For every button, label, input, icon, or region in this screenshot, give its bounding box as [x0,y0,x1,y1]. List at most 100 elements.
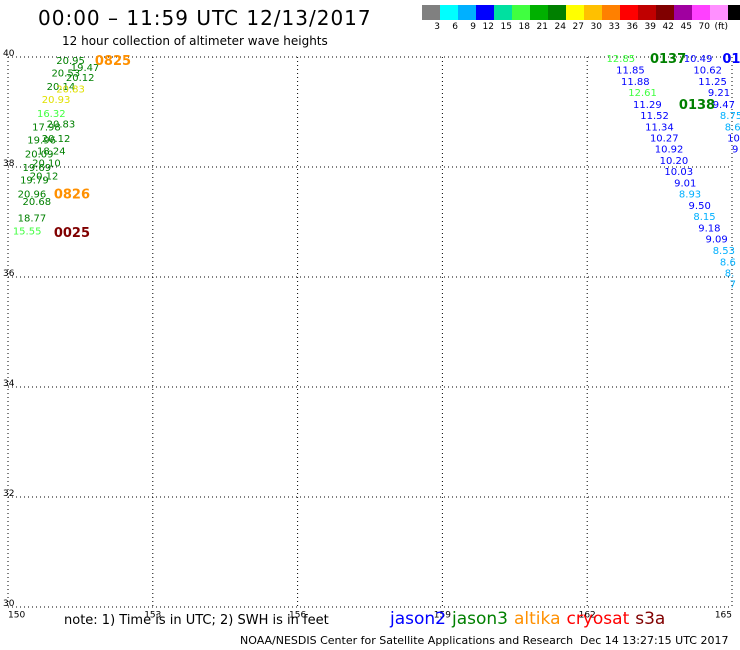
wave-height-label: 10.20 [660,156,689,167]
color-swatch [620,5,638,20]
wave-height-label: 11.52 [640,111,669,122]
color-scale-label: 6 [452,22,458,32]
wave-height-label: 8.6 [725,122,740,133]
wave-height-label: 16.32 [37,109,66,120]
wave-height-label: 20.53 [51,68,80,79]
color-swatch [728,5,740,20]
wave-height-label: 12.61 [628,88,657,99]
wave-height-label: 10.49 [684,54,713,65]
pass-time-label: 0825 [95,54,131,69]
wave-height-label: 9.47 [713,100,735,111]
wave-height-label: 20.93 [42,95,71,106]
color-scale-label: 42 [662,22,674,32]
color-scale-label: 39 [644,22,656,32]
wave-height-label: 11.85 [616,66,645,77]
wave-height-label: 12.85 [607,54,636,65]
x-tick-label: 156 [289,611,306,621]
color-scale-label: 70 [698,22,710,32]
color-scale-label: 36 [626,22,638,32]
x-tick-label: 159 [434,611,451,621]
footer-date: Dec 14 13:27:15 UTC 2017 [580,634,729,647]
wave-height-label: 8.15 [693,212,715,223]
wave-height-label: 7 [730,280,736,291]
wave-height-label: 10.03 [664,167,693,178]
wave-height-label: 20.14 [47,82,76,93]
wave-height-label: 20.12 [66,73,95,84]
wave-height-label: 20.96 [18,189,47,200]
color-scale-label: 27 [572,22,584,32]
pass-time-label: 0138 [679,98,715,113]
wave-height-label: 10.62 [693,66,722,77]
wave-height-label: 9.50 [689,201,711,212]
pass-time-label: 0025 [54,226,90,241]
footer-credit: NOAA/NESDIS Center for Satellite Applica… [240,634,574,647]
legend-item-jason3: jason3 [452,609,508,629]
color-swatch [674,5,692,20]
x-tick-label: 150 [8,611,25,621]
color-swatch [458,5,476,20]
wave-height-label: 18.77 [18,214,47,225]
color-scale-label: 18 [518,22,530,32]
color-swatch [602,5,620,20]
wave-height-label: 20.12 [30,171,59,182]
wave-height-label: 19.79 [20,176,49,187]
color-swatch [566,5,584,20]
pass-time-label: 01 [722,52,740,67]
color-scale-label: 45 [680,22,692,32]
wave-height-label: 20.09 [25,149,54,160]
color-swatch [584,5,602,20]
wave-height-label: 10.27 [650,133,679,144]
wave-height-label: 10. [727,133,740,144]
wave-height-label: 8.75 [720,111,740,122]
y-tick-label: 40 [3,49,15,59]
wave-height-label: 11.29 [633,100,662,111]
legend-item-s3a: s3a [635,609,666,629]
map-grid [7,56,733,608]
color-swatch [548,5,566,20]
color-scale-label: 15 [500,22,512,32]
wave-height-label: 19.47 [71,63,100,74]
y-tick-label: 32 [3,489,14,499]
wave-height-label: 8.6 [720,258,736,269]
wave-height-label: 20.10 [32,159,61,170]
wave-height-label: 8. [725,269,735,280]
color-scale-label: 12 [482,22,494,32]
wave-height-label: 9.21 [708,88,730,99]
color-scale-label: 21 [536,22,548,32]
wave-height-label: 20.95 [56,56,85,67]
wave-height-label: 8.53 [713,246,735,257]
color-scale-label: 24 [554,22,566,32]
wave-height-label: 11.88 [621,77,650,88]
color-swatch [530,5,548,20]
color-swatch [710,5,728,20]
wave-height-label: 15.55 [13,226,42,237]
wave-height-label: 8.93 [679,189,701,200]
y-tick-label: 30 [3,599,15,609]
wave-height-label: 20.83 [47,120,76,131]
color-swatch [512,5,530,20]
color-scale-label: (ft) [714,22,728,32]
chart-title: 00:00 – 11:59 UTC 12/13/2017 [38,6,372,30]
wave-height-label: 9.01 [674,178,696,189]
wave-height-label: 9.18 [698,224,720,235]
note-text: note: 1) Time is in UTC; 2) SWH is in fe… [64,613,329,628]
color-scale-label: 9 [470,22,476,32]
color-swatch [656,5,674,20]
wave-height-label: 19.96 [27,136,56,147]
x-tick-label: 153 [144,611,161,621]
satellite-legend: jason2 jason3 altika cryosat s3a [390,609,671,629]
wave-height-label: 20.83 [56,84,85,95]
axis-labels: 150 153 156 159 162 165 30 32 34 36 38 40 [3,49,732,621]
color-scale-label: 33 [608,22,620,32]
color-swatch [440,5,458,20]
legend-item-altika: altika [514,609,561,629]
color-scale-label: 3 [434,22,440,32]
legend-item-jason2: jason2 [390,609,446,629]
wave-height-label: 11.25 [698,77,727,88]
y-tick-label: 38 [3,159,15,169]
chart-subtitle: 12 hour collection of altimeter wave hei… [62,34,328,48]
x-tick-label: 162 [579,611,596,621]
color-scale-labels: 3 6 9 12 15 18 21 24 27 30 33 36 39 42 45 70 (ft) [422,22,728,34]
wave-height-label: 19.69 [22,163,51,174]
